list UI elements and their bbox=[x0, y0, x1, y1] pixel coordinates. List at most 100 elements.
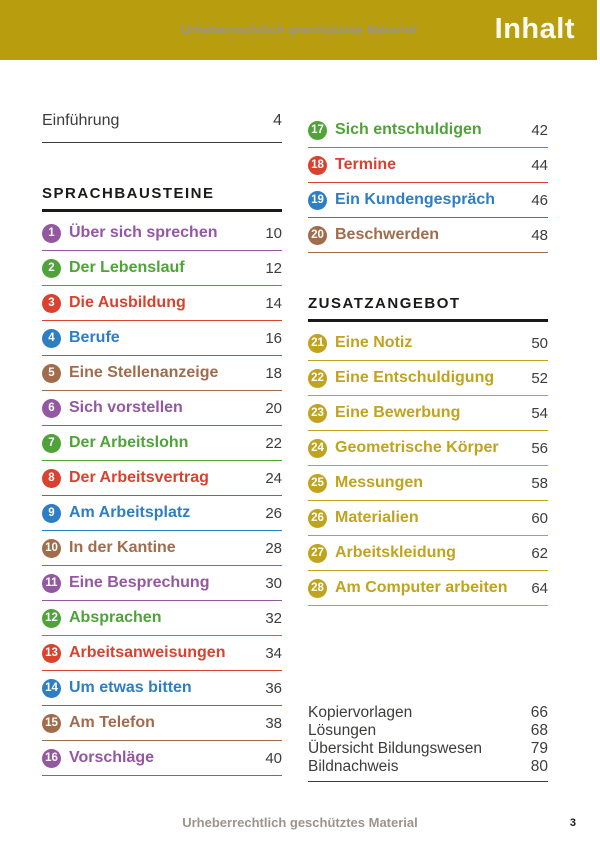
section-title-sprachbausteine: SPRACHBAUSTEINE bbox=[42, 185, 282, 212]
item-number-badge: 22 bbox=[308, 368, 327, 388]
item-page-number: 44 bbox=[531, 156, 548, 174]
toc-item-row: 10 In der Kantine 28 bbox=[42, 531, 282, 566]
item-number-badge: 7 bbox=[42, 433, 61, 453]
item-number-badge: 21 bbox=[308, 333, 327, 353]
item-number-badge: 28 bbox=[308, 578, 327, 598]
item-number-badge: 6 bbox=[42, 398, 61, 418]
toc-item-row: 3 Die Ausbildung 14 bbox=[42, 286, 282, 321]
item-label: Absprachen bbox=[69, 608, 162, 626]
item-page-number: 30 bbox=[265, 574, 282, 592]
item-page-number: 64 bbox=[531, 579, 548, 597]
item-label: Termine bbox=[335, 155, 397, 173]
item-number-badge: 23 bbox=[308, 403, 327, 423]
item-label: Am Arbeitsplatz bbox=[69, 503, 191, 521]
appendix-page-number: 66 bbox=[530, 704, 548, 721]
item-page-number: 48 bbox=[531, 226, 548, 244]
item-page-number: 20 bbox=[265, 399, 282, 417]
item-page-number: 12 bbox=[265, 259, 282, 277]
item-number-badge: 16 bbox=[42, 748, 61, 768]
toc-item-row: 20 Beschwerden 48 bbox=[308, 218, 548, 253]
toc-item-row: 8 Der Arbeitsvertrag 24 bbox=[42, 461, 282, 496]
appendix-label: Übersicht Bildungswesen bbox=[308, 740, 483, 757]
item-number-badge: 8 bbox=[42, 468, 61, 488]
toc-item-row: 2 Der Lebenslauf 12 bbox=[42, 251, 282, 286]
item-page-number: 58 bbox=[531, 474, 548, 492]
item-number-badge: 13 bbox=[42, 643, 61, 663]
item-label: Berufe bbox=[69, 328, 120, 346]
item-label: Der Lebenslauf bbox=[69, 258, 185, 276]
item-label: Eine Bewerbung bbox=[335, 403, 461, 421]
toc-item-row: 5 Eine Stellenanzeige 18 bbox=[42, 356, 282, 391]
item-page-number: 38 bbox=[265, 714, 282, 732]
item-number-badge: 25 bbox=[308, 473, 327, 493]
item-page-number: 14 bbox=[265, 294, 282, 312]
appendix-page-number: 68 bbox=[530, 722, 548, 739]
item-number-badge: 2 bbox=[42, 258, 61, 278]
item-page-number: 28 bbox=[265, 539, 282, 557]
appendix-page-number: 79 bbox=[530, 740, 548, 757]
item-label: Am Computer arbeiten bbox=[335, 578, 508, 596]
intro-row: Einführung 4 bbox=[42, 112, 282, 143]
item-page-number: 54 bbox=[531, 404, 548, 422]
item-label: In der Kantine bbox=[69, 538, 176, 556]
item-number-badge: 27 bbox=[308, 543, 327, 563]
item-number-badge: 20 bbox=[308, 225, 327, 245]
item-label: Eine Entschuldigung bbox=[335, 368, 495, 386]
item-number-badge: 5 bbox=[42, 363, 61, 383]
toc-item-row: 26 Materialien 60 bbox=[308, 501, 548, 536]
item-number-badge: 18 bbox=[308, 155, 327, 175]
page-title: Inhalt bbox=[494, 13, 575, 45]
appendix-label: Bildnachweis bbox=[308, 758, 399, 775]
item-page-number: 10 bbox=[265, 224, 282, 242]
left-column: Einführung 4 SPRACHBAUSTEINE 1 Über sich … bbox=[42, 112, 282, 776]
item-number-badge: 17 bbox=[308, 120, 327, 140]
item-number-badge: 24 bbox=[308, 438, 327, 458]
item-number-badge: 26 bbox=[308, 508, 327, 528]
toc-item-row: 9 Am Arbeitsplatz 26 bbox=[42, 496, 282, 531]
item-number-badge: 10 bbox=[42, 538, 61, 558]
item-page-number: 18 bbox=[265, 364, 282, 382]
item-label: Eine Notiz bbox=[335, 333, 413, 351]
item-number-badge: 3 bbox=[42, 293, 61, 313]
item-number-badge: 9 bbox=[42, 503, 61, 523]
section-title-zusatzangebot: ZUSATZANGEBOT bbox=[308, 295, 548, 322]
item-label: Sich vorstellen bbox=[69, 398, 183, 416]
item-page-number: 46 bbox=[531, 191, 548, 209]
item-page-number: 34 bbox=[265, 644, 282, 662]
appendix-row: Bildnachweis 80 bbox=[308, 758, 548, 776]
toc-item-row: 21 Eine Notiz 50 bbox=[308, 326, 548, 361]
item-list-zusatzangebot: 21 Eine Notiz 50 22 Eine Entschuldigung 52 23 E… bbox=[308, 326, 548, 606]
toc-item-row: 14 Um etwas bitten 36 bbox=[42, 671, 282, 706]
item-label: Messungen bbox=[335, 473, 424, 491]
item-number-badge: 14 bbox=[42, 678, 61, 698]
toc-item-row: 22 Eine Entschuldigung 52 bbox=[308, 361, 548, 396]
toc-item-row: 12 Absprachen 32 bbox=[42, 601, 282, 636]
item-label: Der Arbeitslohn bbox=[69, 433, 189, 451]
toc-item-row: 6 Sich vorstellen 20 bbox=[42, 391, 282, 426]
header-bar: Urheberrechtlich geschütztes Material In… bbox=[0, 0, 597, 60]
item-page-number: 22 bbox=[265, 434, 282, 452]
toc-item-row: 11 Eine Besprechung 30 bbox=[42, 566, 282, 601]
item-label: Über sich sprechen bbox=[69, 223, 218, 241]
item-label: Eine Stellenanzeige bbox=[69, 363, 219, 381]
appendix-page-number: 80 bbox=[530, 758, 548, 775]
item-label: Beschwerden bbox=[335, 225, 440, 243]
item-page-number: 36 bbox=[265, 679, 282, 697]
right-column: 17 Sich entschuldigen 42 18 Termine 44 19 Ein K… bbox=[308, 113, 548, 782]
item-label: Sich entschuldigen bbox=[335, 120, 482, 138]
toc-item-row: 18 Termine 44 bbox=[308, 148, 548, 183]
toc-item-row: 25 Messungen 58 bbox=[308, 466, 548, 501]
item-page-number: 62 bbox=[531, 544, 548, 562]
footer-watermark-text: Urheberrechtlich geschütztes Material bbox=[182, 815, 418, 830]
item-page-number: 42 bbox=[531, 121, 548, 139]
item-label: Ein Kundengespräch bbox=[335, 190, 496, 208]
appendix-row: Lösungen 68 bbox=[308, 722, 548, 740]
item-page-number: 56 bbox=[531, 439, 548, 457]
toc-item-row: 17 Sich entschuldigen 42 bbox=[308, 113, 548, 148]
item-page-number: 32 bbox=[265, 609, 282, 627]
appendix-label: Kopiervorlagen bbox=[308, 704, 413, 721]
appendix-list: Kopiervorlagen 66 Lösungen 68 Übersicht Bild… bbox=[308, 704, 548, 782]
item-page-number: 60 bbox=[531, 509, 548, 527]
item-number-badge: 1 bbox=[42, 223, 61, 243]
